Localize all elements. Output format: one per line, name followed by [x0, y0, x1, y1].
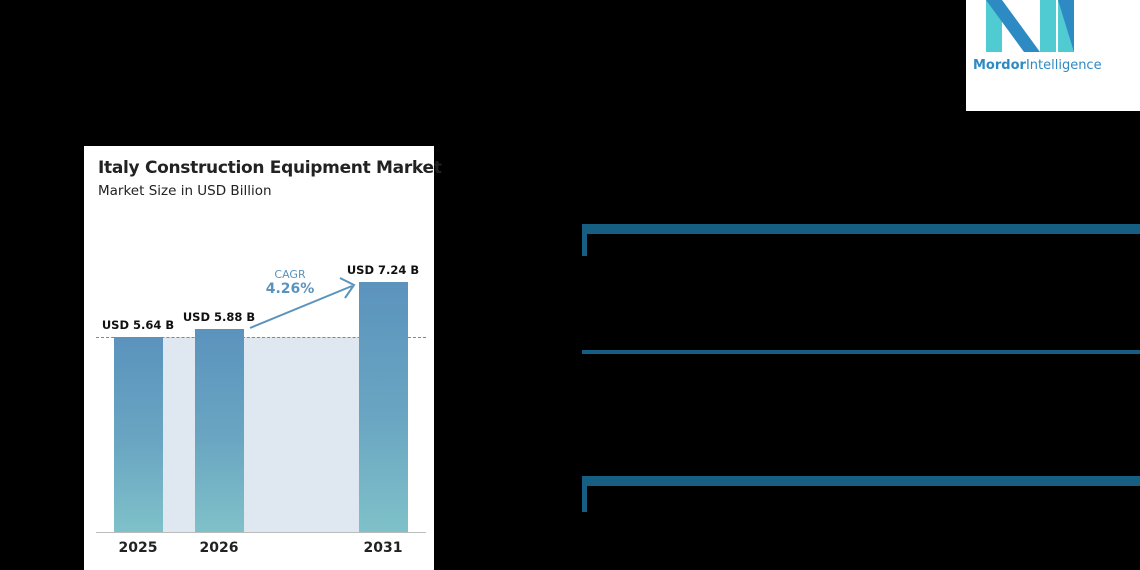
frame-middle-line [582, 350, 1140, 354]
frame-bottom-line [582, 476, 1140, 486]
bar-2026 [195, 329, 244, 532]
band-right [244, 337, 359, 532]
value-label-2031: USD 7.24 B [346, 263, 420, 277]
frame-top-stub [582, 224, 587, 256]
chart-card: Italy Construction Equipment Market Mark… [84, 146, 442, 570]
chart-subtitle: Market Size in USD Billion [98, 183, 272, 199]
logo: MordorIntelligence [966, 0, 1140, 111]
reference-line [96, 337, 426, 338]
frame-top-line [582, 224, 1140, 234]
value-label-2025: USD 5.64 B [101, 318, 175, 332]
cagr-label: CAGR [274, 268, 306, 281]
x-axis [96, 532, 426, 533]
x-tick-2025: 2025 [118, 540, 158, 556]
x-tick-2031: 2031 [363, 540, 403, 556]
frame-bottom-stub [582, 476, 587, 512]
cagr-arrow-icon [249, 277, 356, 329]
logo-mark-icon [986, 0, 1074, 52]
cagr-value: 4.26% [265, 281, 315, 297]
bar-2031 [359, 282, 408, 532]
bar-2025 [114, 337, 163, 532]
logo-text: MordorIntelligence [973, 58, 1102, 73]
value-label-2026: USD 5.88 B [182, 310, 256, 324]
x-tick-2026: 2026 [199, 540, 239, 556]
chart-title: Italy Construction Equipment Market [98, 158, 442, 178]
